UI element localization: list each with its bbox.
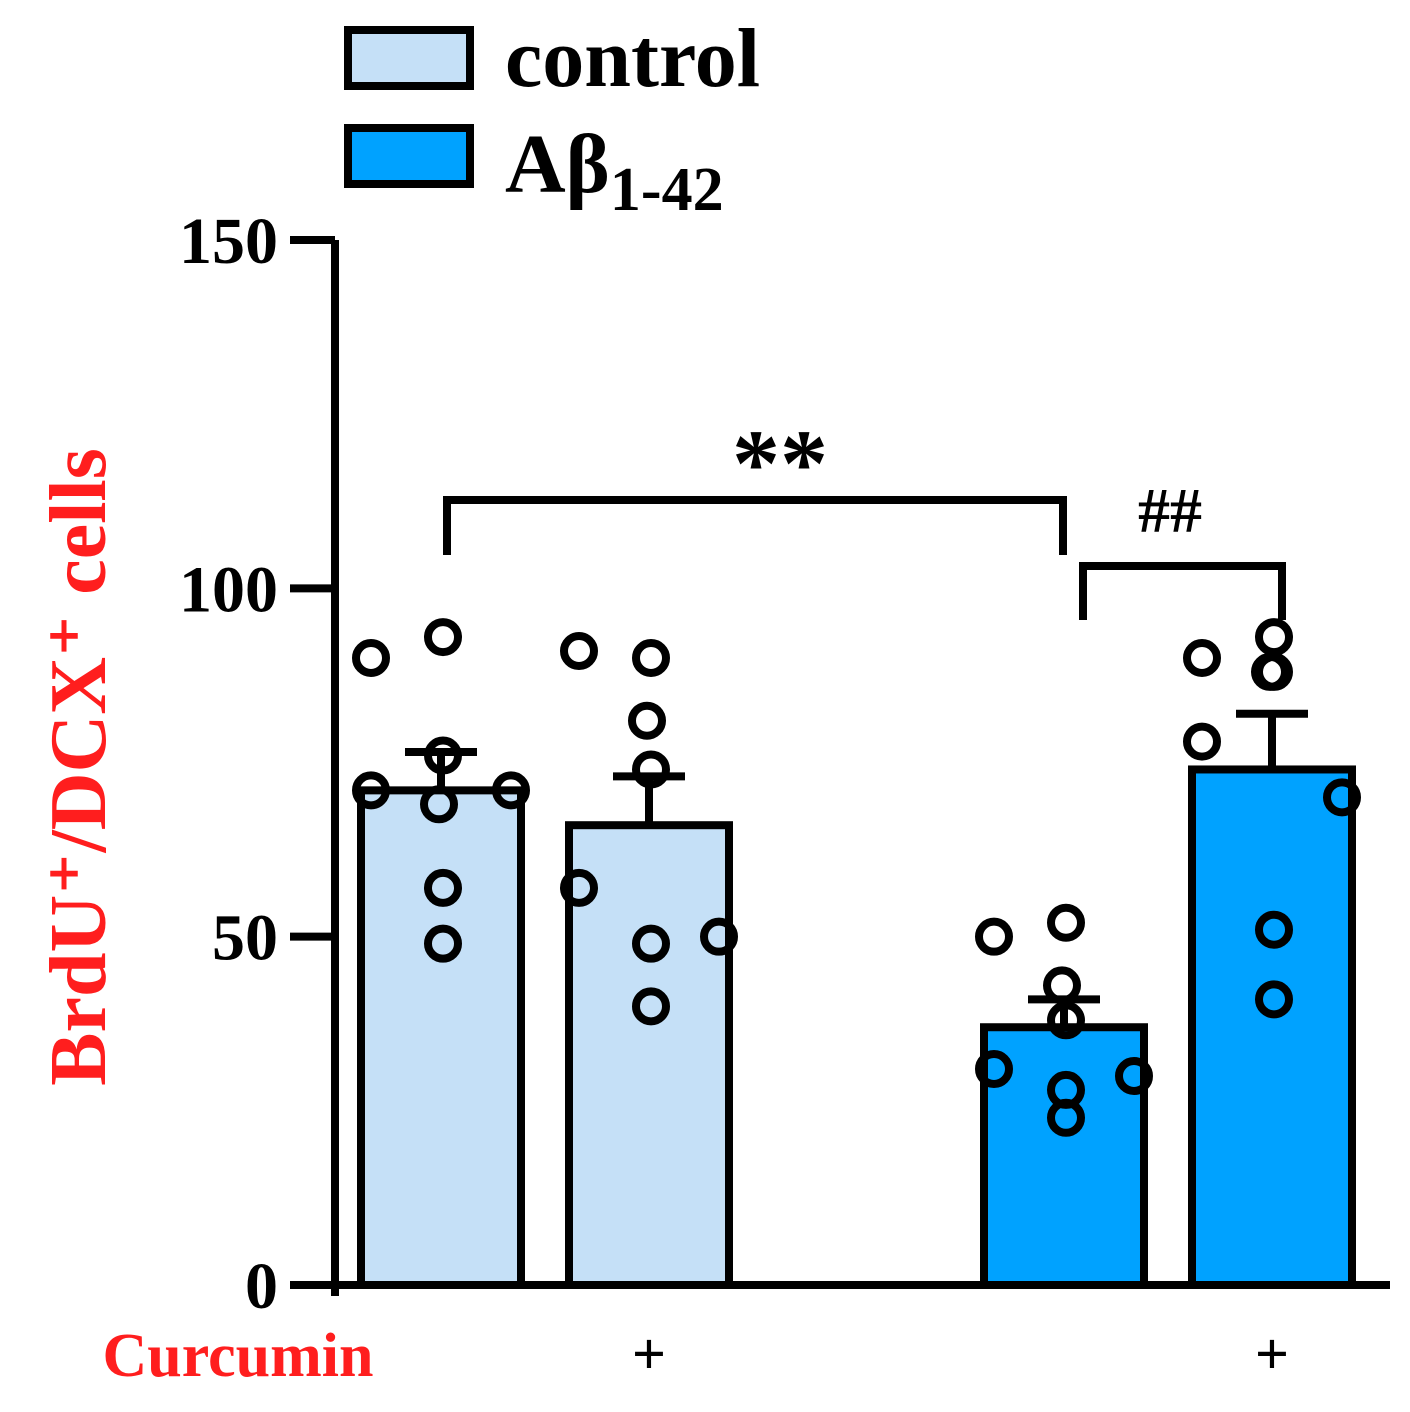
data-point (1183, 639, 1221, 677)
data-point (1047, 903, 1085, 942)
significance-annotations: ** ## (443, 410, 1286, 620)
bar (357, 786, 525, 1289)
legend-swatch-abeta (344, 124, 474, 188)
data-point (700, 917, 738, 956)
data-point (632, 750, 670, 789)
bar (1188, 765, 1356, 1289)
data-point (420, 785, 458, 824)
data-point (424, 736, 462, 775)
data-point (975, 917, 1013, 956)
data-point (628, 701, 666, 740)
data-point (424, 868, 462, 907)
legend: control Aβ1-42 (344, 12, 760, 224)
data-point (352, 771, 390, 810)
y-tick-label: 150 (179, 205, 278, 278)
y-tick-label: 100 (179, 553, 278, 626)
data-point (424, 618, 462, 657)
legend-label-control: control (505, 12, 760, 105)
curcumin-plus-marker: + (632, 1321, 666, 1387)
data-points (352, 618, 1361, 1137)
data-point (1255, 652, 1293, 691)
data-point (1043, 966, 1081, 1005)
data-point (1183, 722, 1221, 761)
data-point (1255, 910, 1293, 949)
data-point (424, 924, 462, 963)
data-point (1255, 980, 1293, 1019)
data-point (1047, 1098, 1085, 1137)
data-point (1323, 778, 1361, 817)
significance-bracket-control-vs-abeta (443, 496, 1067, 555)
data-point (492, 771, 530, 810)
data-point (1115, 1057, 1153, 1095)
y-axis-label: BrdU⁺/DCX⁺ cells (35, 448, 123, 1086)
data-point (632, 639, 670, 677)
legend-swatch-control (344, 26, 474, 90)
data-point (560, 868, 598, 907)
error-bars (405, 709, 1308, 1028)
bars: + + (357, 765, 1356, 1387)
data-point (352, 639, 390, 677)
data-point (632, 987, 670, 1026)
significance-marker-double-hash: ## (1138, 475, 1202, 546)
y-tick-label: 50 (212, 902, 278, 975)
data-point (1255, 618, 1293, 657)
data-point (560, 632, 598, 671)
legend-label-abeta-subscript: 1-42 (610, 156, 724, 224)
significance-bracket-abeta-vs-abeta-curcumin (1079, 562, 1286, 620)
curcumin-plus-marker: + (1255, 1321, 1289, 1387)
data-point (975, 1050, 1013, 1089)
legend-label-abeta: Aβ1-42 (505, 118, 724, 224)
data-point (632, 924, 670, 963)
curcumin-row-label: Curcumin (102, 1322, 373, 1390)
y-tick-label: 0 (245, 1250, 278, 1323)
significance-marker-double-star: ** (732, 410, 828, 517)
data-point (1047, 1001, 1085, 1040)
